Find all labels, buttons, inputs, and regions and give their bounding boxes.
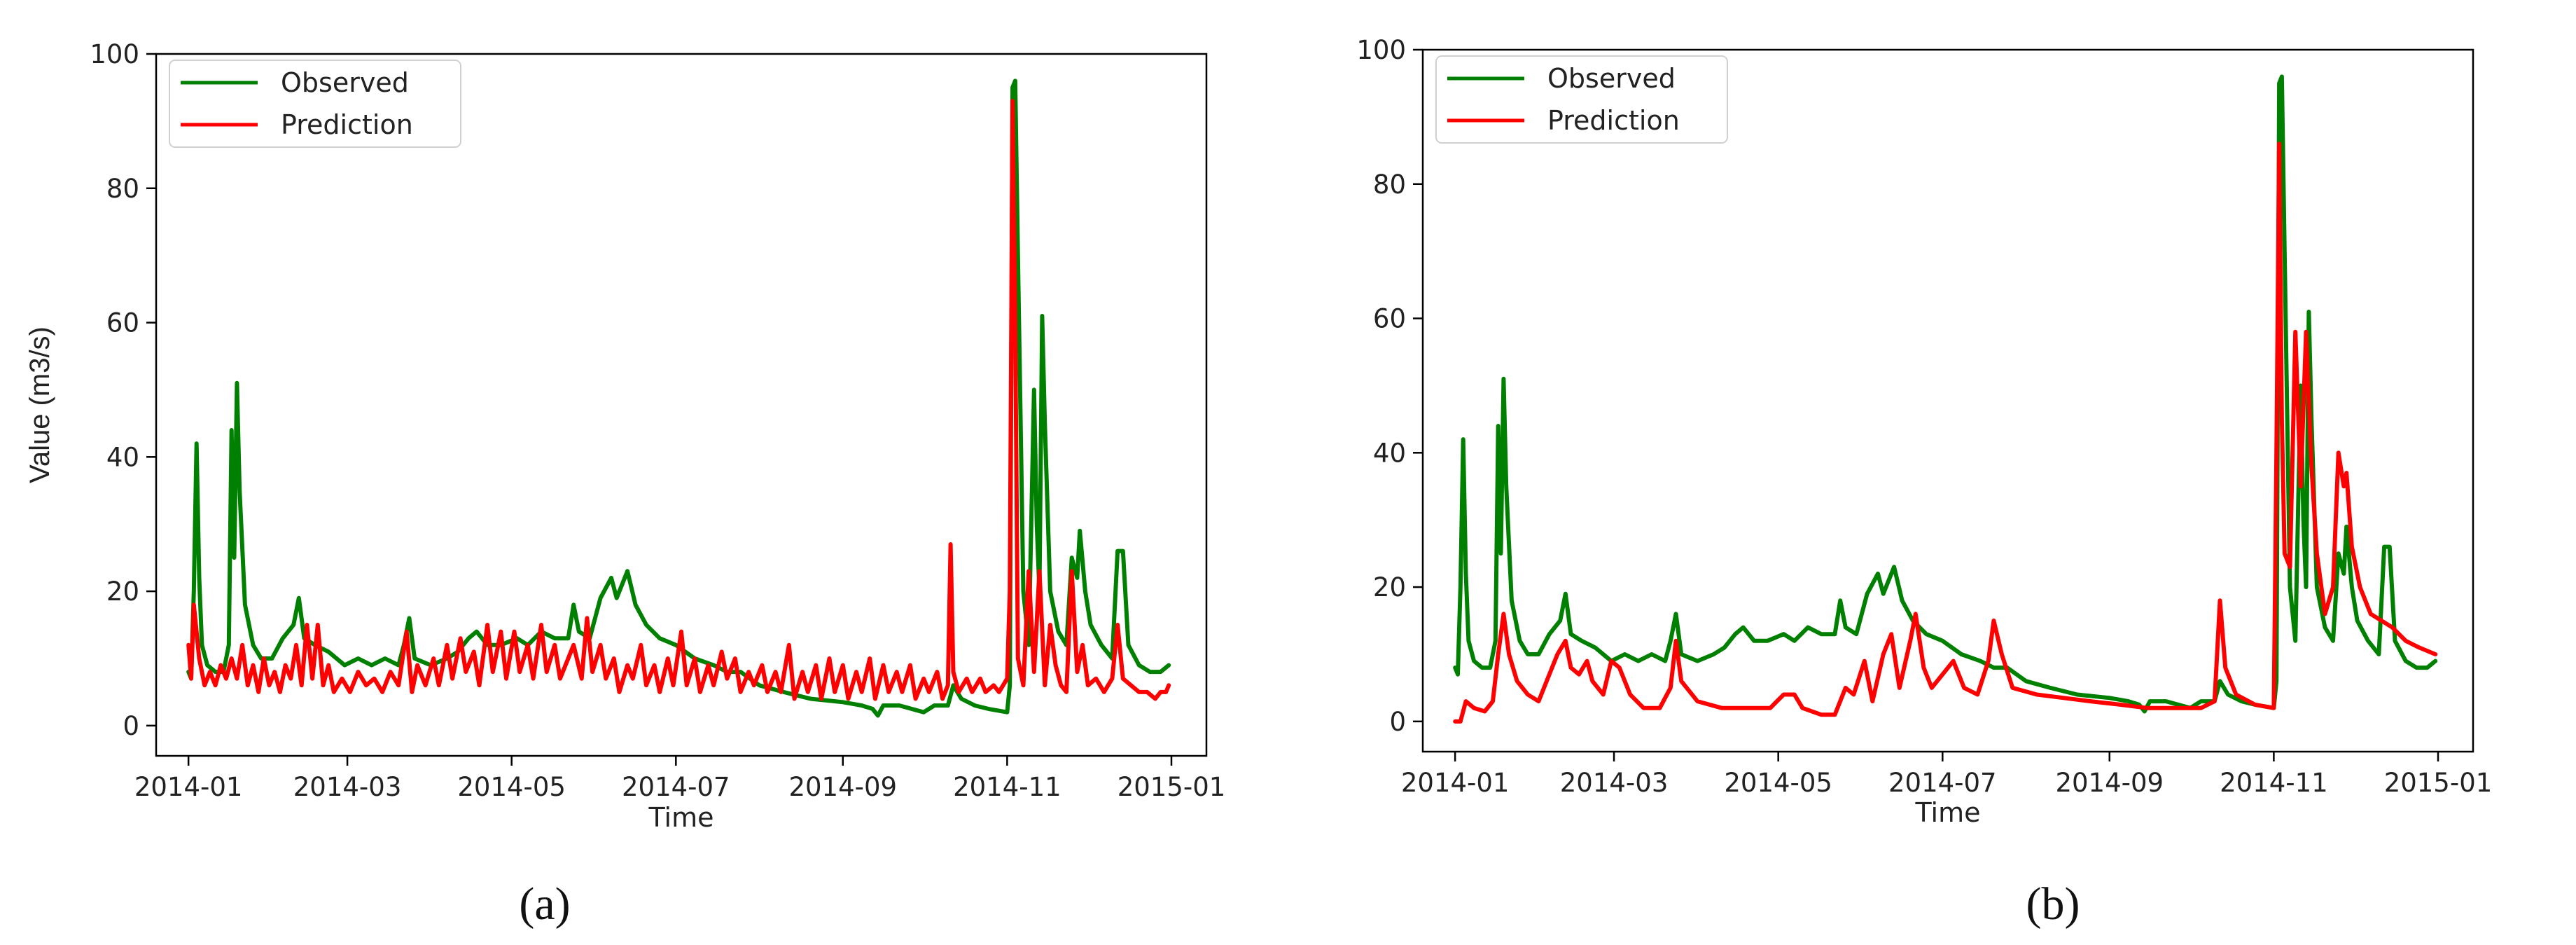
y-ticks-b: 0 20 40 60 80 100 <box>1356 35 1423 737</box>
x-ticks-a: 2014-01 2014-03 2014-05 2014-07 2014-09 2014-… <box>134 756 1225 802</box>
y-tick-label: 100 <box>90 39 139 69</box>
y-tick-label: 0 <box>123 711 139 741</box>
y-tick-label: 0 <box>1389 707 1406 737</box>
y-tick-label: 40 <box>1373 438 1406 468</box>
x-tick-label: 2014-11 <box>953 772 1061 802</box>
x-tick-label: 2014-07 <box>1888 768 1997 798</box>
y-tick-label: 20 <box>106 577 139 607</box>
series-line-prediction-a <box>186 99 1171 701</box>
x-ticks-b: 2014-01 2014-03 2014-05 2014-07 2014-09 2014-… <box>1401 752 2492 798</box>
legend-a: Observed Prediction <box>169 60 461 148</box>
x-tick-label: 2014-11 <box>2220 768 2328 798</box>
series-line-observed-a <box>186 78 1171 718</box>
y-tick-label: 60 <box>1373 304 1406 334</box>
legend-label-observed-b: Observed <box>1547 63 1676 94</box>
x-tick-label: 2014-01 <box>134 772 243 802</box>
x-tick-label: 2014-05 <box>1724 768 1832 798</box>
x-tick-label: 2014-07 <box>622 772 730 802</box>
panel-label-a: (a) <box>519 878 570 930</box>
series-line-observed-b <box>1453 74 2438 714</box>
panel-label-b: (b) <box>2026 878 2080 930</box>
x-tick-label: 2015-01 <box>1118 772 1226 802</box>
legend-label-prediction-a: Prediction <box>281 109 413 140</box>
x-tick-label: 2014-09 <box>788 772 897 802</box>
x-axis-label-a: Time <box>648 802 714 833</box>
y-tick-label: 60 <box>106 308 139 338</box>
series-group-b <box>1453 74 2438 724</box>
y-ticks-a: 0 20 40 60 80 100 <box>90 39 156 741</box>
y-tick-label: 40 <box>106 442 139 472</box>
x-tick-label: 2014-01 <box>1401 768 1510 798</box>
y-tick-label: 20 <box>1373 572 1406 602</box>
x-tick-label: 2014-03 <box>293 772 402 802</box>
legend-label-prediction-b: Prediction <box>1547 105 1680 136</box>
x-tick-label: 2014-05 <box>457 772 566 802</box>
series-group-a <box>186 78 1171 718</box>
legend-label-observed-a: Observed <box>281 67 409 98</box>
y-axis-label-a: Value (m3/s) <box>25 326 55 483</box>
x-tick-label: 2015-01 <box>2384 768 2493 798</box>
x-axis-label-b: Time <box>1915 797 1981 828</box>
x-tick-label: 2014-09 <box>2055 768 2164 798</box>
axes-frame-b <box>1421 48 2474 753</box>
y-tick-label: 100 <box>1356 35 1406 65</box>
series-line-prediction-b <box>1453 142 2438 724</box>
x-tick-label: 2014-03 <box>1560 768 1669 798</box>
axes-frame-a <box>155 53 1208 757</box>
y-tick-label: 80 <box>1373 170 1406 200</box>
y-tick-label: 80 <box>106 174 139 204</box>
legend-b: Observed Prediction <box>1435 55 1728 144</box>
